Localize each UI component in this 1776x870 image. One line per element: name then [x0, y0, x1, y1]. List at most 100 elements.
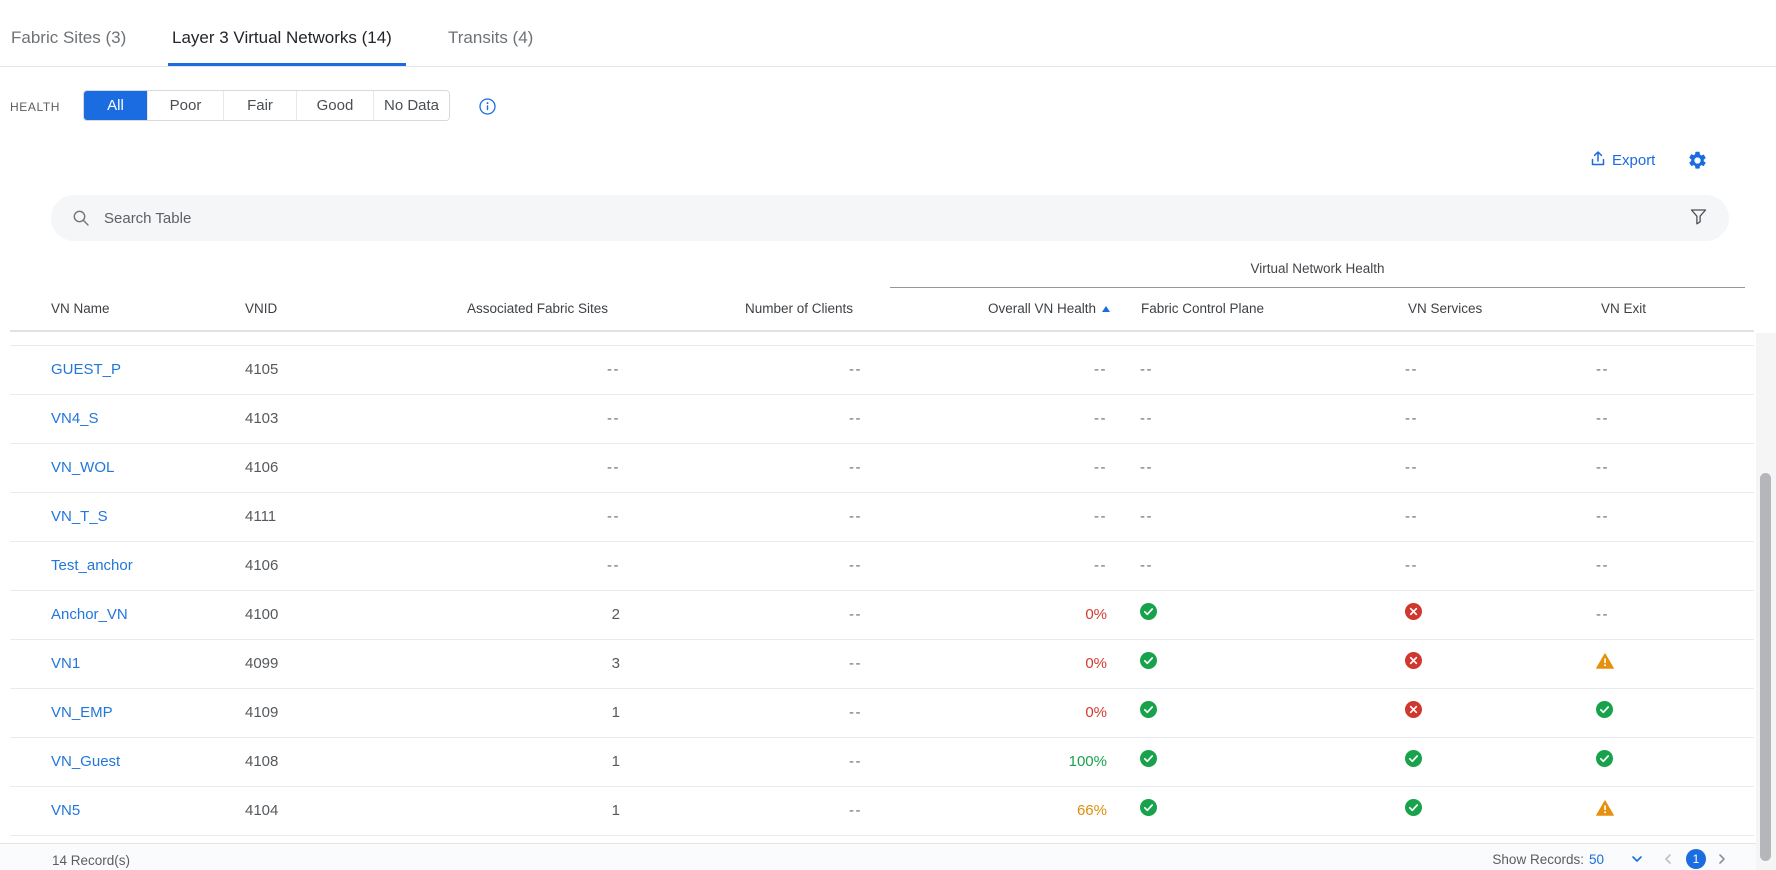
partial-row-divider	[10, 345, 1754, 346]
fabric-sites-cell: --	[607, 361, 620, 378]
tab-transits[interactable]: Transits (4)	[448, 28, 534, 47]
vn-exit-cell	[1596, 689, 1613, 738]
column-header-associated-fabric-sites[interactable]: Associated Fabric Sites	[467, 301, 609, 316]
fabric-sites-cell: --	[607, 508, 620, 525]
vn-name-link[interactable]: VN1	[51, 655, 81, 672]
health-filter-fair[interactable]: Fair	[223, 91, 296, 120]
search-icon	[73, 210, 89, 226]
vnid-cell: 4108	[245, 753, 279, 770]
control-plane-cell: --	[1140, 410, 1153, 427]
vnid-cell: 4103	[245, 410, 279, 427]
vn-services-cell	[1405, 689, 1422, 738]
table-row: GUEST_P 4105 -- -- -- -- -- --	[10, 346, 1754, 395]
control-plane-cell	[1140, 591, 1157, 640]
fabric-sites-cell: --	[607, 459, 620, 476]
status-warning-icon	[1596, 788, 1614, 836]
vertical-scrollbar-thumb[interactable]	[1760, 473, 1771, 861]
health-filter-segmented-control: All Poor Fair Good No Data	[83, 90, 450, 121]
overall-health-cell: 0%	[1085, 655, 1107, 672]
vn-services-cell: --	[1405, 557, 1418, 574]
vn-services-cell: --	[1405, 410, 1418, 427]
vn-exit-cell: --	[1596, 410, 1609, 427]
column-header-overall-vn-health[interactable]: Overall VN Health	[988, 301, 1111, 316]
tab-fabric-sites[interactable]: Fabric Sites (3)	[11, 28, 127, 47]
vn-name-link[interactable]: VN_EMP	[51, 704, 113, 721]
control-plane-cell	[1140, 689, 1157, 738]
column-header-vn-exit[interactable]: VN Exit	[1601, 301, 1647, 316]
group-header-underline	[890, 287, 1745, 288]
info-icon[interactable]	[479, 98, 496, 115]
control-plane-cell: --	[1140, 557, 1153, 574]
status-success-icon	[1405, 739, 1422, 787]
status-error-icon	[1405, 592, 1422, 640]
table-row: VN_EMP 4109 1 -- 0%	[10, 689, 1754, 738]
fabric-sites-cell: 1	[611, 753, 620, 770]
clients-cell: --	[849, 557, 862, 574]
table-row: Test_anchor 4106 -- -- -- -- -- --	[10, 542, 1754, 591]
status-error-icon	[1405, 641, 1422, 689]
next-page-icon[interactable]	[1716, 852, 1728, 866]
vn-services-cell: --	[1405, 508, 1418, 525]
column-header-vn-name[interactable]: VN Name	[51, 301, 110, 316]
table-row: VN4_S 4103 -- -- -- -- -- --	[10, 395, 1754, 444]
control-plane-cell	[1140, 640, 1157, 689]
export-icon	[1590, 150, 1606, 171]
table-body: GUEST_P 4105 -- -- -- -- -- -- VN4_S 410…	[10, 346, 1754, 837]
vnid-cell: 4099	[245, 655, 279, 672]
health-filter-all[interactable]: All	[84, 91, 147, 120]
sort-ascending-icon	[1102, 306, 1111, 312]
health-filter-nodata[interactable]: No Data	[373, 91, 449, 120]
fabric-sites-cell: 2	[611, 606, 620, 623]
vn-services-cell: --	[1405, 361, 1418, 378]
vn-name-link[interactable]: VN_T_S	[51, 508, 108, 525]
vn-name-link[interactable]: GUEST_P	[51, 361, 122, 378]
vn-name-link[interactable]: VN5	[51, 802, 81, 819]
current-page-button[interactable]: 1	[1686, 849, 1706, 869]
chevron-down-icon[interactable]	[1630, 852, 1644, 866]
health-filter-poor[interactable]: Poor	[147, 91, 223, 120]
fabric-sites-cell: --	[607, 410, 620, 427]
previous-page-icon[interactable]	[1662, 852, 1674, 866]
export-button[interactable]: Export	[1590, 150, 1655, 171]
control-plane-cell	[1140, 738, 1157, 787]
overall-health-cell: --	[1094, 508, 1107, 525]
vnid-cell: 4106	[245, 459, 279, 476]
control-plane-cell: --	[1140, 361, 1153, 378]
filter-icon[interactable]	[1688, 207, 1709, 230]
overall-health-cell: --	[1094, 557, 1107, 574]
vn-services-cell	[1405, 738, 1422, 787]
table-row: VN_WOL 4106 -- -- -- -- -- --	[10, 444, 1754, 493]
column-header-fabric-control-plane[interactable]: Fabric Control Plane	[1141, 301, 1265, 316]
control-plane-cell	[1140, 787, 1157, 836]
vn-name-link[interactable]: VN_Guest	[51, 753, 121, 770]
search-input[interactable]	[104, 209, 1688, 227]
overall-health-cell: 0%	[1085, 704, 1107, 721]
column-header-number-of-clients[interactable]: Number of Clients	[745, 301, 854, 316]
clients-cell: --	[849, 361, 862, 378]
column-header-vn-services[interactable]: VN Services	[1408, 301, 1483, 316]
vn-services-cell: --	[1405, 459, 1418, 476]
table-footer: 14 Record(s) Show Records: 50 1	[0, 843, 1776, 870]
vn-name-link[interactable]: VN_WOL	[51, 459, 115, 476]
table-row: VN1 4099 3 -- 0%	[10, 640, 1754, 689]
gear-icon[interactable]	[1686, 150, 1708, 172]
vertical-scrollbar-track[interactable]	[1756, 333, 1776, 870]
control-plane-cell: --	[1140, 459, 1153, 476]
overall-health-cell: --	[1094, 410, 1107, 427]
show-records-value[interactable]: 50	[1588, 851, 1604, 867]
vnid-cell: 4109	[245, 704, 279, 721]
fabric-sites-cell: 3	[611, 655, 620, 672]
tab-layer3-virtual-networks[interactable]: Layer 3 Virtual Networks (14)	[172, 28, 392, 47]
overall-vn-health-label: Overall VN Health	[988, 301, 1097, 316]
table-row: VN_T_S 4111 -- -- -- -- -- --	[10, 493, 1754, 542]
vn-exit-cell: --	[1596, 557, 1609, 574]
search-bar	[51, 195, 1729, 241]
status-success-icon	[1140, 690, 1157, 738]
health-filter-good[interactable]: Good	[296, 91, 373, 120]
vn-name-link[interactable]: Test_anchor	[51, 557, 133, 574]
column-header-vnid[interactable]: VNID	[245, 301, 278, 316]
vn-name-link[interactable]: VN4_S	[51, 410, 99, 427]
vn-name-link[interactable]: Anchor_VN	[51, 606, 128, 623]
status-success-icon	[1140, 641, 1157, 689]
